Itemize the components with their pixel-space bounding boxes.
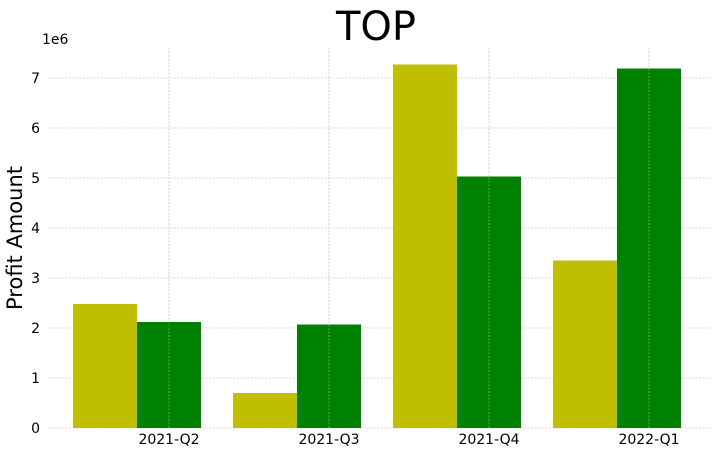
y-tick-label: 5 [31, 171, 40, 187]
x-tick-label: 2022-Q1 [618, 432, 679, 448]
y-axis-label: Profit Amount [3, 166, 27, 310]
y-tick-label: 2 [31, 321, 40, 337]
x-tick-label: 2021-Q2 [138, 432, 199, 448]
y-axis-offset-label: 1e6 [42, 32, 69, 48]
x-tick-labels: 2021-Q2 2021-Q3 2021-Q4 2022-Q1 [138, 432, 679, 448]
y-tick-label: 3 [31, 271, 40, 287]
bars-layer [73, 48, 681, 428]
x-tick-label: 2021-Q4 [458, 432, 519, 448]
x-tick-label: 2021-Q3 [298, 432, 359, 448]
y-tick-label: 1 [31, 371, 40, 387]
bar [297, 324, 361, 428]
bar [73, 304, 137, 428]
y-tick-label: 7 [31, 71, 40, 87]
y-tick-label: 4 [31, 221, 40, 237]
chart-title: TOP [335, 4, 416, 50]
y-tick-labels: 0 1 2 3 4 5 6 7 [31, 71, 40, 437]
bar [393, 64, 457, 428]
bar [233, 393, 297, 428]
y-tick-label: 0 [31, 421, 40, 437]
bar [457, 176, 521, 428]
bar [553, 260, 617, 428]
y-tick-label: 6 [31, 121, 40, 137]
